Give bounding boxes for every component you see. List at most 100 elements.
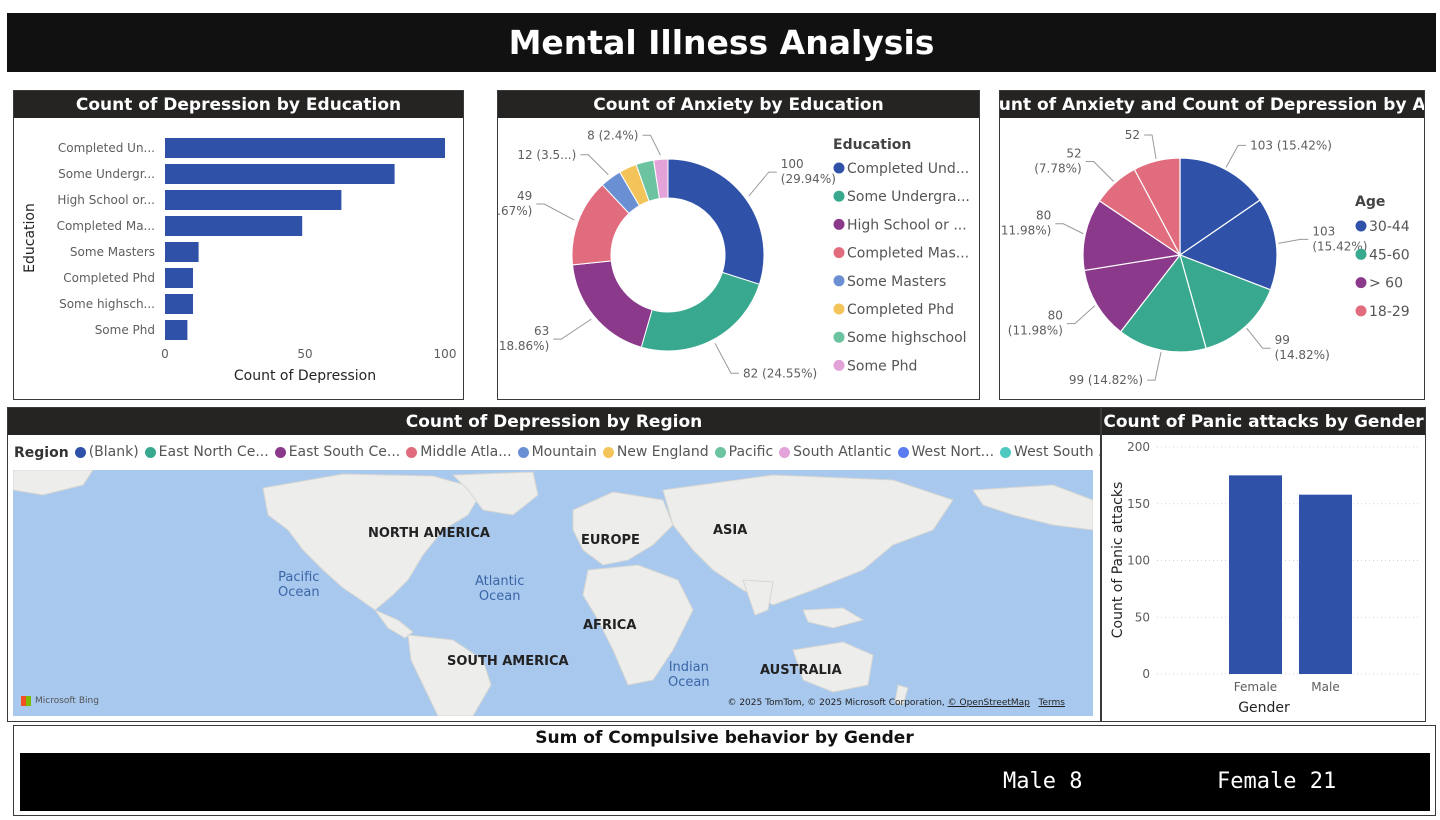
region-legend-item[interactable]: (Blank): [74, 444, 139, 460]
panic-x-tick: Female: [1234, 680, 1277, 694]
age-legend-item[interactable]: 30-44: [1369, 219, 1410, 235]
depression-bar[interactable]: [165, 268, 193, 288]
age-leader-line: [1246, 327, 1271, 349]
depression-bar[interactable]: [165, 190, 342, 210]
depression-category-label: High School or...: [57, 193, 155, 207]
age-slice[interactable]: [1082, 199, 1182, 272]
age-legend-item[interactable]: 45-60: [1369, 247, 1410, 263]
anxiety-data-label: 8 (2.4%): [587, 128, 638, 142]
indian-line1: Indian: [668, 660, 709, 675]
panic-bar[interactable]: [1229, 475, 1282, 674]
depression-bar[interactable]: [165, 294, 193, 314]
depression-education-panel[interactable]: Count of Depression by Education Complet…: [13, 90, 464, 400]
region-title: Count of Depression by Region: [8, 408, 1100, 435]
age-leader-line: [1085, 160, 1115, 182]
anxiety-leader-line: [553, 318, 592, 340]
age-slice[interactable]: [1179, 157, 1261, 257]
region-legend-item[interactable]: New England: [602, 444, 709, 460]
region-legend-item[interactable]: Pacific: [714, 444, 774, 460]
region-legend-dot: [406, 446, 418, 458]
anxiety-data-label: 12 (3.5...): [517, 148, 576, 162]
depression-category-label: Completed Un...: [58, 141, 155, 155]
depression-x-label: Count of Depression: [234, 368, 376, 384]
anxiety-legend-item[interactable]: Some Phd: [847, 358, 917, 374]
region-panel[interactable]: Count of Depression by Region Region (Bl…: [7, 407, 1101, 722]
region-legend-item[interactable]: West South ...: [1000, 444, 1100, 460]
age-data-label: 52 (7.78%): [1034, 146, 1081, 175]
anxiety-legend-item[interactable]: Some highschool: [847, 330, 967, 346]
depression-bar[interactable]: [165, 242, 199, 262]
age-slice[interactable]: [1083, 254, 1182, 333]
depression-bar[interactable]: [165, 138, 445, 158]
age-legend-title: Age: [1355, 194, 1385, 210]
age-leader-line: [1144, 134, 1157, 160]
depression-bar[interactable]: [165, 320, 188, 340]
region-legend-item[interactable]: South Atlantic: [779, 444, 892, 460]
anxiety-legend-item[interactable]: Completed Mas...: [847, 246, 969, 262]
map-copyright: © 2025 TomTom, © 2025 Microsoft Corporat…: [727, 698, 1065, 708]
depression-bar[interactable]: [165, 216, 303, 236]
region-legend-dot: [144, 446, 156, 458]
depression-bar[interactable]: [165, 164, 395, 184]
osm-link[interactable]: © OpenStreetMap: [947, 698, 1030, 708]
panic-y-label: Count of Panic attacks: [1110, 482, 1126, 639]
panic-y-tick: 150: [1127, 497, 1150, 511]
age-legend-dot: [1355, 305, 1367, 317]
anxiety-legend-dot: [833, 218, 845, 230]
panic-panel[interactable]: Count of Panic attacks by Gender 200 150 1…: [1101, 407, 1426, 722]
anxiety-slice[interactable]: [640, 271, 761, 352]
map-label-south-america: SOUTH AMERICA: [447, 654, 569, 669]
region-legend: Region (Blank) East North Ce... East South…: [14, 444, 1100, 462]
anxiety-legend-item[interactable]: Completed Phd: [847, 302, 954, 318]
map-label-africa: AFRICA: [583, 618, 637, 633]
region-legend-dot: [602, 446, 614, 458]
region-legend-item[interactable]: Middle Atla...: [406, 444, 512, 460]
region-legend-label: East South Ce...: [288, 444, 401, 460]
age-chart: 103 (15.42%) 103 (15.42%) 99 (14.82%) 99 (14.…: [1000, 128, 1410, 387]
age-legend-item[interactable]: 18-29: [1369, 304, 1410, 320]
terms-link[interactable]: Terms: [1038, 698, 1065, 708]
depression-y-label: Education: [22, 203, 38, 273]
panic-bar[interactable]: [1299, 494, 1352, 674]
world-map[interactable]: NORTH AMERICA EUROPE ASIA AFRICA SOUTH A…: [13, 470, 1093, 716]
age-legend-item[interactable]: > 60: [1369, 276, 1403, 292]
region-legend-dot: [897, 446, 909, 458]
anxiety-slice[interactable]: [667, 158, 765, 285]
region-legend-item[interactable]: West Nort...: [897, 444, 994, 460]
anxiety-legend-item[interactable]: Completed Und...: [847, 161, 969, 177]
map-label-north-america: NORTH AMERICA: [368, 526, 490, 541]
region-legend-item[interactable]: East North Ce...: [144, 444, 269, 460]
age-slice[interactable]: [1179, 254, 1272, 350]
age-leader-line: [1278, 238, 1309, 244]
compulsive-panel[interactable]: Sum of Compulsive behavior by Gender Mal…: [13, 725, 1436, 816]
panic-title: Count of Panic attacks by Gender: [1102, 408, 1425, 435]
anxiety-slice[interactable]: [653, 158, 669, 200]
anxiety-slice[interactable]: [571, 260, 653, 348]
bing-logo: Microsoft Bing: [21, 696, 99, 706]
map-land: [13, 470, 1093, 716]
region-legend-item[interactable]: East South Ce...: [274, 444, 401, 460]
region-legend-dot: [517, 446, 529, 458]
anxiety-legend-item[interactable]: Some Masters: [847, 274, 946, 290]
map-label-indian: Indian Ocean: [668, 660, 710, 690]
region-legend-item[interactable]: Mountain: [517, 444, 597, 460]
depression-category-label: Some Phd: [95, 323, 155, 337]
region-legend-label: Mountain: [531, 444, 597, 460]
age-panel[interactable]: Count of Anxiety and Count of Depression…: [999, 90, 1425, 400]
anxiety-legend-item[interactable]: Some Undergra...: [847, 189, 970, 205]
age-slice[interactable]: [1133, 157, 1181, 256]
age-data-label: 80 (11.98%): [1008, 309, 1063, 338]
age-slice[interactable]: [1119, 253, 1207, 353]
depression-education-title: Count of Depression by Education: [14, 91, 463, 118]
anxiety-legend-item[interactable]: High School or ...: [847, 217, 967, 233]
anxiety-education-panel[interactable]: Count of Anxiety by Education 100 (29.94%…: [497, 90, 980, 400]
depression-category-label: Some Undergr...: [58, 167, 155, 181]
map-label-asia: ASIA: [713, 523, 748, 538]
region-legend-label: Pacific: [728, 444, 774, 460]
region-legend-dot: [779, 446, 791, 458]
region-legend-label: East North Ce...: [158, 444, 269, 460]
region-legend-label: West South ...: [1014, 444, 1100, 460]
bing-logo-text: Microsoft Bing: [35, 696, 99, 706]
anxiety-data-label: 49(14.67%): [498, 189, 532, 218]
age-slice[interactable]: [1178, 199, 1278, 291]
